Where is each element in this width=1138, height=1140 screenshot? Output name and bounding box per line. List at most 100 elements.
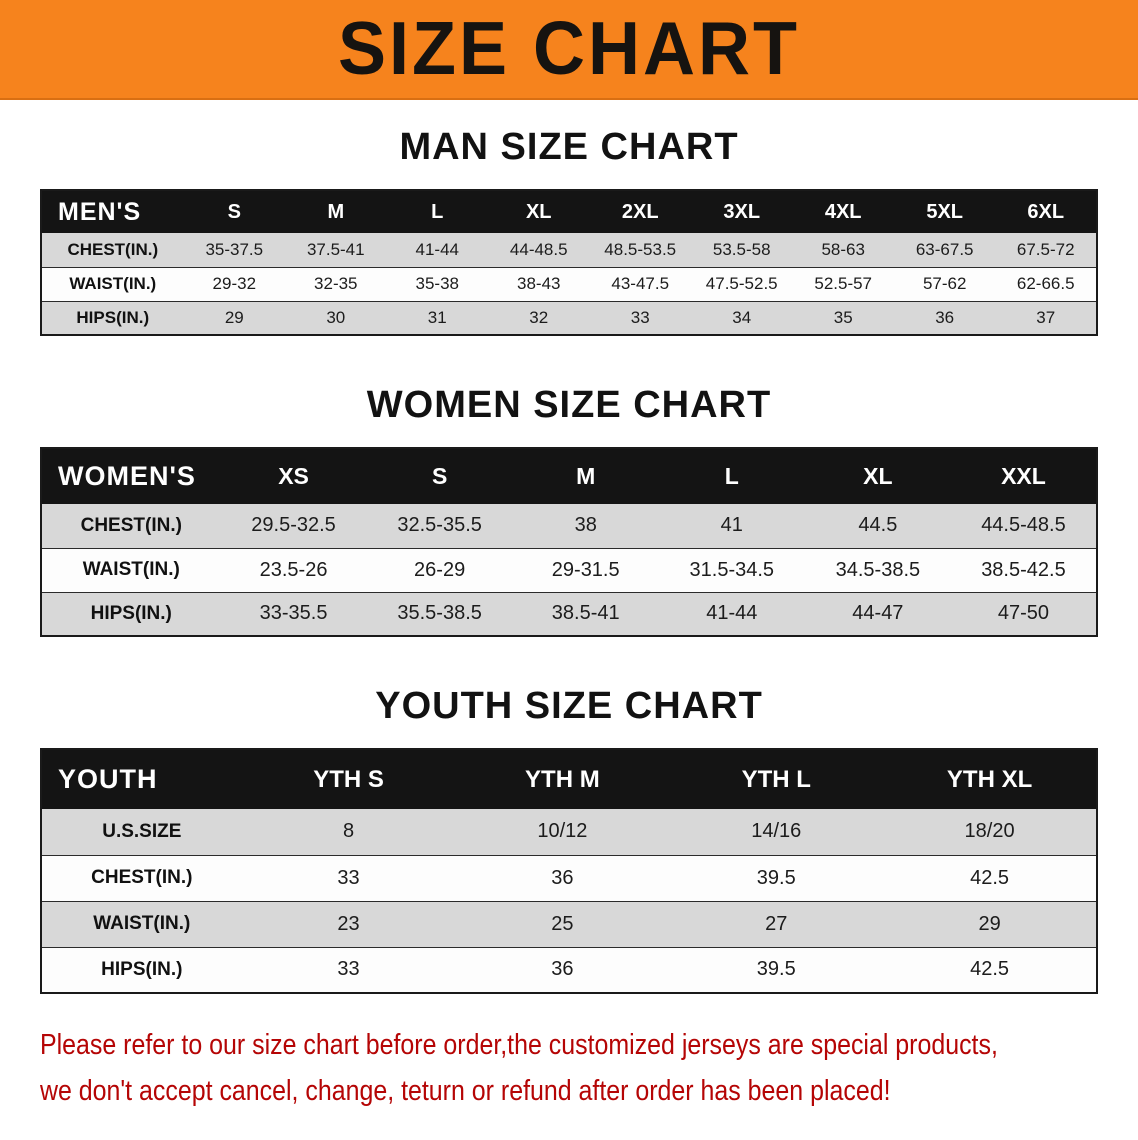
notice-line-1: Please refer to our size chart before or… [40,1029,998,1061]
table-header-row: YOUTH YTH S YTH M YTH L YTH XL [41,749,1097,809]
youth-size-section: YOUTH SIZE CHART YOUTH YTH S YTH M YTH L YTH… [0,685,1138,994]
banner: SIZE CHART [0,0,1138,100]
size-value-cell: 27 [765,912,788,935]
table-row: WAIST(IN.) 23 25 27 29 [41,901,1097,947]
youth-section-heading: YOUTH SIZE CHART [375,685,763,727]
size-column-header: YTH XL [883,749,1097,809]
size-value-cell: 36 [551,866,574,889]
youth-size-table: YOUTH YTH S YTH M YTH L YTH XL U.S.SIZE 8 10/12… [40,748,1098,994]
size-value-cell: 29 [978,912,1001,935]
size-value-cell: 38-43 [517,274,561,293]
size-column-header: 4XL [792,190,894,233]
size-value-cell: 37 [1036,307,1056,327]
size-value-cell: 63-67.5 [915,239,974,259]
page-title: SIZE CHART [338,7,800,92]
size-value-cell: 33 [630,307,650,327]
measurement-label: WAIST(IN.) [82,559,180,580]
size-column-header: XL [488,190,590,233]
size-value-cell: 33-35.5 [259,602,328,625]
women-section-heading: WOMEN SIZE CHART [366,384,772,426]
size-value-cell: 32 [529,307,549,327]
size-value-cell: 44-47 [852,602,904,625]
size-value-cell: 37.5-41 [306,239,365,259]
size-column-header: 5XL [893,190,996,233]
table-title-cell: WOMEN'S [41,448,221,504]
table-row: CHEST(IN.) 29.5-32.5 32.5-35.5 38 41 44.5 44.5… [41,504,1097,548]
size-value-cell: 47-50 [997,602,1050,625]
size-value-cell: 23 [337,912,360,935]
size-value-cell: 44-48.5 [509,239,568,259]
size-column-header: XS [220,448,367,504]
size-value-cell: 33 [337,958,360,981]
table-title-cell: MEN'S [41,190,184,233]
size-value-cell: 38.5-41 [551,602,620,625]
size-value-cell: 18/20 [964,820,1015,843]
size-value-cell: 30 [326,307,346,327]
size-column-header: XXL [950,448,1097,504]
table-row: WAIST(IN.) 23.5-26 26-29 29-31.5 31.5-34.5 34… [41,548,1097,592]
measurement-label: U.S.SIZE [102,820,182,842]
size-value-cell: 29 [224,307,244,327]
size-value-cell: 67.5-72 [1016,239,1075,259]
size-column-header: 2XL [589,190,691,233]
table-header-row: MEN'S S M L XL 2XL 3XL 4XL 5XL 6XL [41,190,1097,233]
size-value-cell: 10/12 [537,820,588,843]
size-value-cell: 29-31.5 [551,558,620,581]
size-value-cell: 62-66.5 [1016,274,1075,293]
men-section-heading: MAN SIZE CHART [399,126,739,168]
table-row: WAIST(IN.) 29-32 32-35 35-38 38-43 43-47.5 47.… [41,267,1097,301]
size-value-cell: 34 [732,307,752,327]
size-value-cell: 32.5-35.5 [397,514,482,537]
size-column-header: M [512,448,659,504]
women-size-section: WOMEN SIZE CHART WOMEN'S XS S M L XL XXL CHEST(… [0,384,1138,637]
notice-line-2: we don't accept cancel, change, teturn o… [40,1075,891,1108]
size-column-header: L [658,448,805,504]
size-column-header: YTH M [455,749,670,809]
table-row: CHEST(IN.) 35-37.5 37.5-41 41-44 44-48.5 48.5… [41,233,1097,267]
size-value-cell: 48.5-53.5 [604,239,677,259]
size-value-cell: 26-29 [414,558,466,581]
size-column-header: 6XL [995,190,1097,233]
size-column-header: YTH L [669,749,884,809]
size-value-cell: 53.5-58 [712,239,771,259]
size-value-cell: 35-37.5 [205,239,264,259]
measurement-label: WAIST(IN.) [69,274,157,293]
size-value-cell: 8 [342,820,355,843]
size-value-cell: 42.5 [970,866,1010,889]
size-column-header: M [285,190,387,233]
size-value-cell: 35.5-38.5 [397,602,482,625]
size-value-cell: 38 [574,514,597,537]
size-value-cell: 44.5-48.5 [981,514,1066,537]
measurement-label: HIPS(IN.) [101,958,183,980]
measurement-label: WAIST(IN.) [93,913,191,934]
size-value-cell: 25 [551,912,574,935]
table-row: HIPS(IN.) 29 30 31 32 33 34 35 36 37 [41,301,1097,335]
size-value-cell: 32-35 [314,274,358,293]
size-value-cell: 42.5 [970,958,1010,981]
size-value-cell: 33 [337,866,360,889]
size-value-cell: 52.5-57 [814,274,873,293]
size-value-cell: 31.5-34.5 [689,558,775,581]
measurement-label: HIPS(IN.) [90,602,172,624]
size-value-cell: 35 [833,307,853,327]
table-header-row: WOMEN'S XS S M L XL XXL [41,448,1097,504]
size-value-cell: 39.5 [756,866,796,889]
size-column-header: YTH S [241,749,456,809]
size-value-cell: 29-32 [212,274,257,293]
size-column-header: 3XL [690,190,793,233]
table-title-cell: YOUTH [41,749,242,809]
size-value-cell: 41-44 [415,239,459,259]
size-value-cell: 31 [427,307,447,327]
size-value-cell: 38.5-42.5 [981,558,1066,581]
size-value-cell: 35-38 [415,274,459,293]
measurement-label: CHEST(IN.) [80,514,182,536]
size-value-cell: 14/16 [751,820,802,843]
size-value-cell: 36 [935,307,955,327]
size-value-cell: 41-44 [706,602,758,625]
table-row: U.S.SIZE 8 10/12 14/16 18/20 [41,809,1097,855]
size-value-cell: 39.5 [756,958,796,981]
measurement-label: CHEST(IN.) [67,239,159,259]
men-size-section: MAN SIZE CHART MEN'S S M L XL 2XL 3XL 4XL 5XL 6XL… [0,126,1138,336]
size-value-cell: 58-63 [821,239,865,259]
